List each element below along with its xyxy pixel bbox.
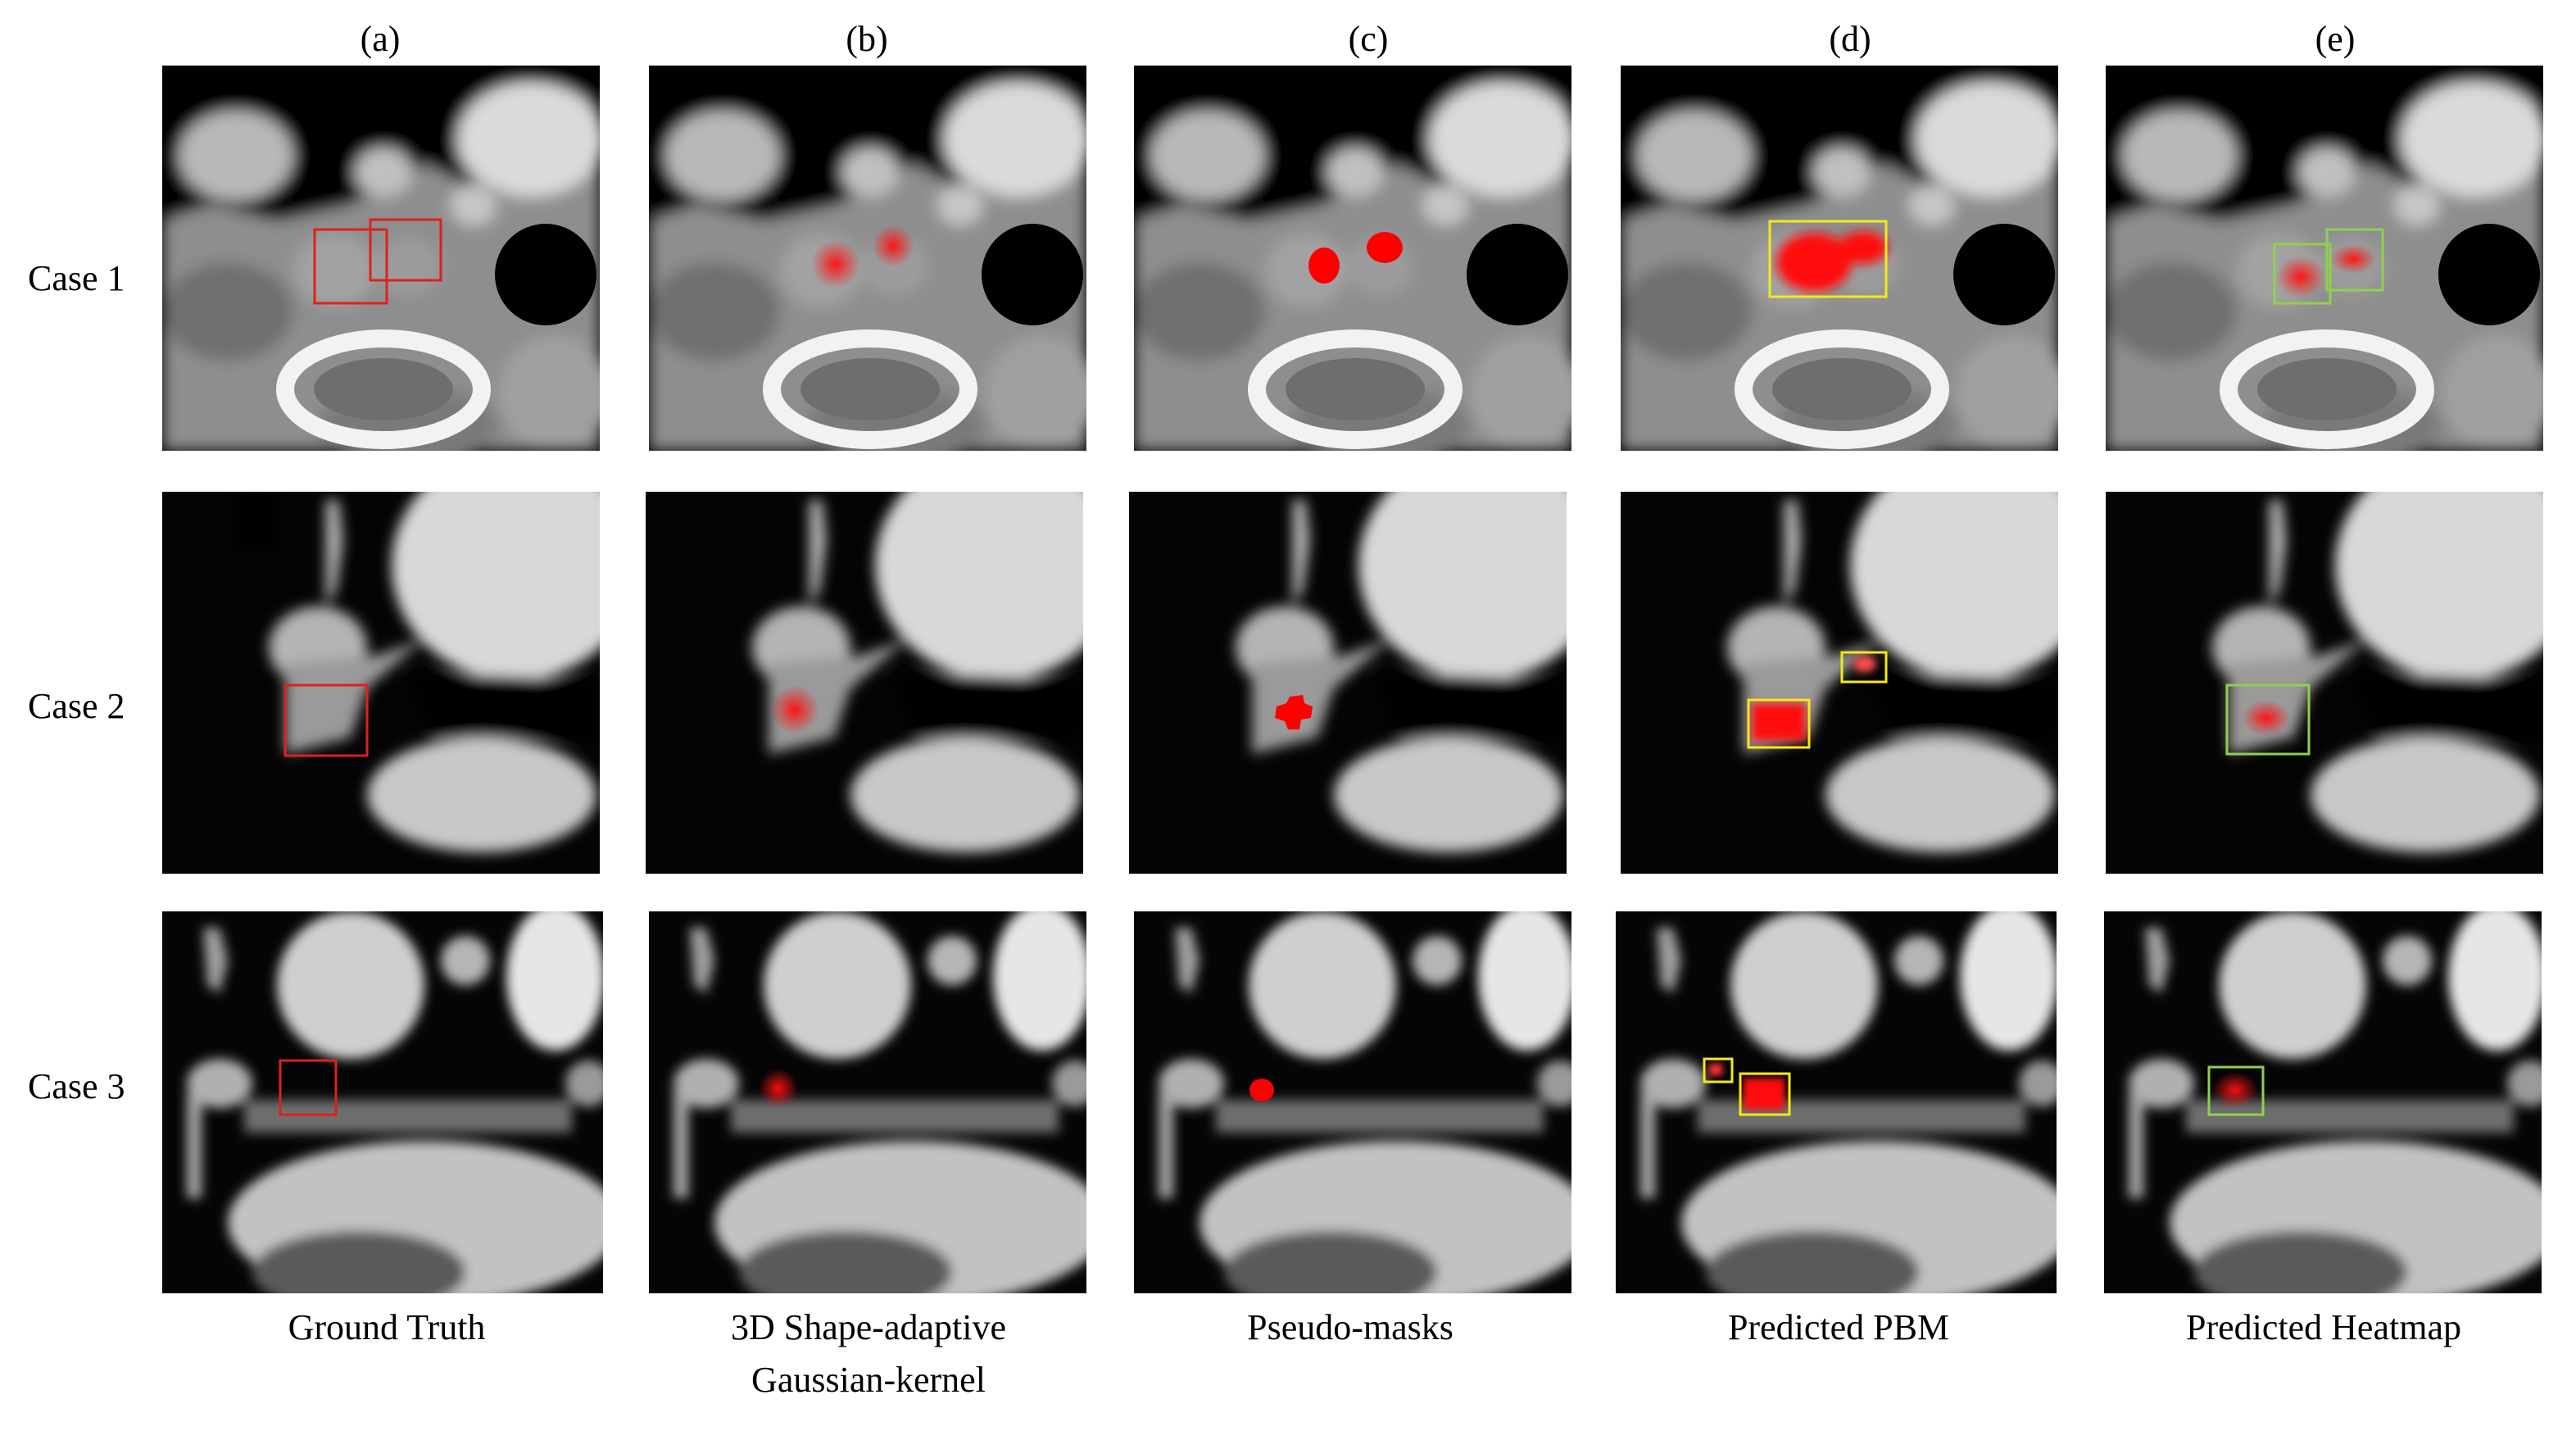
pseudo-mask — [1275, 695, 1313, 729]
panel-case2-predicted-heatmap — [2106, 492, 2543, 874]
panel-case2-gaussian-kernel — [646, 492, 1083, 874]
ground-truth-box — [283, 684, 369, 757]
heatmap-box — [2207, 1065, 2265, 1116]
caption-predicted-heatmap: Predicted Heatmap — [2094, 1302, 2553, 1354]
pbm-box — [1739, 1072, 1791, 1116]
panel-case3-ground-truth — [162, 911, 603, 1293]
caption-line: Gaussian-kernel — [751, 1360, 986, 1400]
heatmap-overlay — [2330, 244, 2376, 274]
pbm-box — [1703, 1057, 1734, 1083]
pseudo-mask — [1308, 248, 1340, 284]
pbm-overlay — [1776, 231, 1888, 292]
panel-case1-predicted-heatmap — [2106, 66, 2543, 451]
panel-case2-predicted-pbm — [1621, 492, 2058, 874]
pbm-box — [1840, 651, 1888, 684]
heatmap-box — [2225, 684, 2311, 756]
ct-slice — [236, 492, 600, 852]
caption-line: Predicted PBM — [1727, 1307, 1950, 1347]
row-label-case-2: Case 2 — [28, 686, 125, 726]
ct-slice — [1727, 492, 2058, 852]
ct-slice — [187, 911, 603, 1293]
ct-slice — [2129, 911, 2542, 1293]
heatmap-box — [2273, 243, 2332, 305]
pbm-overlay — [1752, 656, 1876, 741]
panel-case1-pseudo-masks — [1134, 66, 1571, 451]
caption-pseudo-masks: Pseudo-masks — [1121, 1302, 1580, 1354]
panel-case3-gaussian-kernel — [649, 911, 1086, 1293]
ct-slice — [673, 911, 1086, 1293]
column-header-e: (e) — [2315, 19, 2356, 59]
gaussian-kernel — [811, 239, 860, 288]
pseudo-mask — [1367, 232, 1403, 263]
gaussian-kernel — [872, 225, 914, 267]
caption-line: 3D Shape-adaptive — [731, 1307, 1006, 1347]
caption-ground-truth: Ground Truth — [157, 1302, 616, 1354]
panel-case2-ground-truth — [162, 492, 600, 874]
panel-case3-predicted-pbm — [1616, 911, 2057, 1293]
gaussian-kernel — [759, 1069, 798, 1108]
column-header-a: (a) — [360, 19, 401, 59]
heatmap-box — [2325, 228, 2384, 292]
caption-predicted-pbm: Predicted PBM — [1609, 1302, 2068, 1354]
heatmap-overlay — [2276, 256, 2325, 298]
heatmap-overlay — [2242, 700, 2291, 736]
ground-truth-box — [279, 1059, 338, 1116]
caption-gaussian-kernel: 3D Shape-adaptive Gaussian-kernel — [639, 1302, 1098, 1406]
caption-line: Predicted Heatmap — [2186, 1307, 2461, 1347]
row-label-case-1: Case 1 — [28, 258, 125, 298]
ground-truth-box — [313, 228, 388, 305]
heatmap-overlay — [2212, 1072, 2258, 1108]
ct-slice — [2106, 66, 2543, 451]
panel-case1-gaussian-kernel — [649, 66, 1086, 451]
pseudo-mask — [1249, 1079, 1274, 1102]
ct-slice — [1159, 911, 1571, 1293]
row-label-case-3: Case 3 — [28, 1066, 125, 1106]
column-header-c: (c) — [1348, 19, 1389, 59]
caption-line: Ground Truth — [288, 1307, 486, 1347]
pbm-box — [1768, 220, 1888, 298]
ground-truth-box — [369, 218, 442, 282]
panel-case1-ground-truth — [162, 66, 600, 451]
panel-case1-predicted-pbm — [1621, 66, 2058, 451]
panel-case3-pseudo-masks — [1134, 911, 1571, 1293]
panel-case3-predicted-heatmap — [2104, 911, 2542, 1293]
caption-line: Pseudo-masks — [1247, 1307, 1454, 1347]
column-header-b: (b) — [846, 19, 888, 59]
gaussian-kernel — [770, 685, 819, 734]
column-header-d: (d) — [1829, 19, 1871, 59]
pbm-overlay — [1709, 1064, 1785, 1110]
pbm-box — [1747, 698, 1811, 749]
ct-slice — [1640, 911, 2057, 1293]
panel-case2-pseudo-masks — [1129, 492, 1567, 874]
